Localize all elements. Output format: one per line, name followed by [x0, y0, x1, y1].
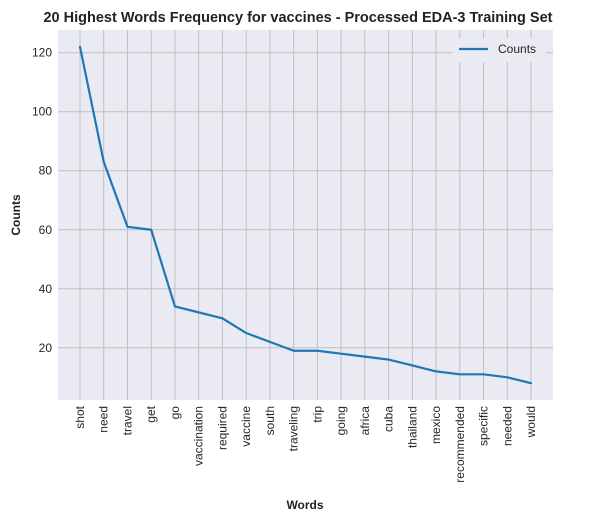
x-tick-label: travel — [120, 406, 134, 435]
x-tick-label: traveling — [287, 406, 301, 451]
x-tick-label: going — [334, 406, 348, 435]
y-gridlines — [58, 52, 553, 349]
y-tick-labels: 20 40 60 80 100 120 — [32, 46, 52, 355]
x-tick-label: required — [215, 406, 229, 450]
y-tick-label: 80 — [39, 164, 53, 178]
x-tick-label: cuba — [382, 406, 396, 432]
series-line-counts — [78, 45, 533, 385]
x-tick-label: go — [168, 406, 182, 420]
x-tick-label: mexico — [429, 406, 443, 444]
x-tick-label: would — [524, 406, 538, 438]
x-tick-label: vaccination — [192, 406, 206, 466]
x-tick-label: shot — [73, 405, 87, 428]
legend-label-counts: Counts — [498, 42, 536, 56]
y-tick-label: 100 — [32, 105, 52, 119]
x-tick-label: south — [263, 406, 277, 435]
legend: Counts — [452, 38, 546, 62]
y-tick-label: 20 — [39, 341, 53, 355]
x-tick-label: need — [97, 406, 111, 433]
x-tick-label: trip — [310, 406, 324, 423]
chart-title: 20 Highest Words Frequency for vaccines … — [43, 10, 552, 26]
y-axis-label: Counts — [9, 194, 23, 236]
y-tick-label: 120 — [32, 46, 52, 60]
x-tick-label: get — [144, 405, 158, 422]
plot-area — [58, 30, 553, 400]
x-tick-label: recommended — [453, 406, 467, 483]
y-tick-label: 60 — [39, 223, 53, 237]
x-tick-label: africa — [358, 406, 372, 436]
y-tick-label: 40 — [39, 282, 53, 296]
x-tick-label: thailand — [405, 406, 419, 448]
x-tick-label: vaccine — [239, 406, 253, 447]
x-gridlines — [79, 30, 532, 400]
x-axis-label: Words — [286, 498, 323, 512]
x-tick-label: specific — [477, 406, 491, 446]
x-tick-labels: shot need travel get go vaccination required va… — [73, 405, 538, 482]
x-tick-label: needed — [500, 406, 514, 446]
